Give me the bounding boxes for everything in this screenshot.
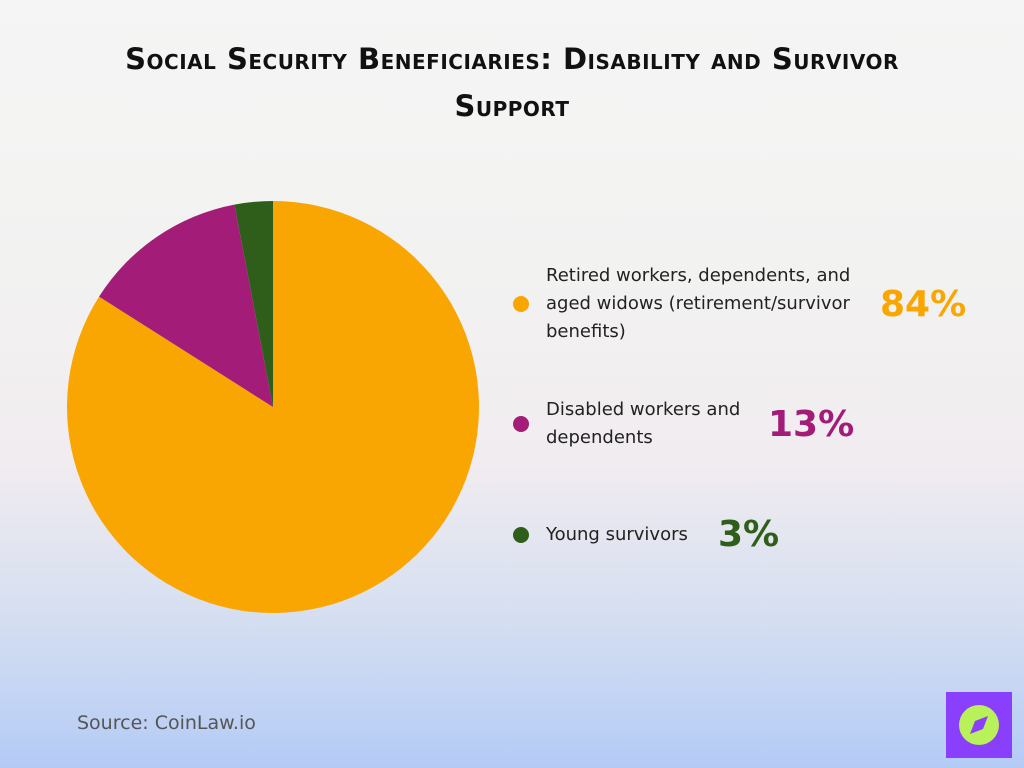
legend-item: Young survivors 3%: [513, 514, 779, 555]
pie-slice: [234, 201, 273, 407]
logo: [946, 692, 1012, 758]
legend-item: Disabled workers and dependents 13%: [513, 396, 854, 452]
pie-slice: [99, 204, 273, 407]
legend-marker: [513, 526, 529, 543]
value-label: 13%: [768, 403, 855, 445]
value-label: 84%: [880, 283, 967, 325]
legend-item: Retired workers, dependents, and aged wi…: [513, 262, 966, 346]
legend-label: Young survivors: [546, 523, 688, 545]
legend-marker: [513, 416, 529, 432]
chart-title: Social Security Beneficiaries: Disabilit…: [125, 42, 899, 123]
source: Source: CoinLaw.io: [77, 712, 256, 734]
pie-slice: [66, 201, 479, 614]
logo-needle: [970, 716, 988, 734]
legend-label: Retired workers, dependents, and aged wi…: [546, 265, 851, 342]
pie-chart: [66, 201, 479, 614]
value-label: 3%: [718, 514, 780, 555]
legend-label: Disabled workers and dependents: [546, 399, 741, 448]
legend-marker: [513, 296, 529, 312]
